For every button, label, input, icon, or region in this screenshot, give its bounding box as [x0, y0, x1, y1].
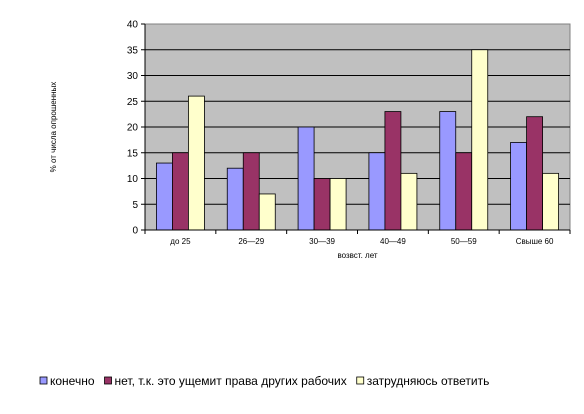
- y-tick-label: 40: [127, 20, 139, 31]
- bar-2-1: [172, 152, 189, 231]
- y-tick-label: 25: [127, 97, 139, 108]
- bar-2-6: [526, 116, 543, 231]
- bar-1-3: [297, 126, 315, 231]
- bar-1-4: [368, 152, 386, 231]
- bar-2-4: [384, 111, 402, 231]
- bar-3-3: [329, 178, 347, 231]
- legend-swatch: [356, 376, 365, 385]
- y-tick-label: 10: [127, 174, 139, 185]
- legend: конечно нет, т.к. это ущемит права других…: [39, 374, 490, 388]
- legend-label: затрудняюсь ответить: [367, 374, 490, 388]
- y-tick-label: 30: [127, 71, 139, 82]
- bar-1-1: [156, 162, 173, 231]
- gridlines: [145, 49, 570, 205]
- x-category-label: 50—59: [451, 237, 477, 246]
- legend-label: нет, т.к. это ущемит права других рабочи…: [115, 374, 347, 388]
- x-category-label: Свыше 60: [516, 237, 554, 246]
- legend-swatch: [104, 376, 112, 385]
- y-axis-title: % от числа опрошенных: [49, 82, 58, 173]
- bar-1-5: [439, 111, 457, 231]
- bar-3-5: [471, 49, 489, 231]
- bar-2-3: [313, 178, 331, 231]
- x-category-label: 40—49: [380, 237, 406, 246]
- legend-label: конечно: [50, 374, 95, 388]
- axes: [144, 24, 571, 234]
- y-tick-label: 5: [132, 200, 138, 211]
- bar-1-6: [510, 142, 527, 231]
- bars: [156, 49, 559, 231]
- y-tick-label: 15: [127, 148, 139, 159]
- y-tick-label: 20: [127, 123, 139, 134]
- x-category-label: 30—39: [309, 237, 335, 246]
- bar-3-1: [188, 95, 205, 231]
- x-axis-title: возвст. лет: [337, 251, 377, 260]
- bar-3-2: [258, 193, 276, 231]
- bar-3-4: [400, 172, 418, 231]
- x-axis-categories: до 25 26—29 30—39 40—49 50—59 Свыше 60: [170, 237, 554, 246]
- x-category-label: до 25: [170, 237, 191, 246]
- y-axis-ticks: 0 5 10 15 20 25 30 35 40: [127, 20, 145, 237]
- bar-1-2: [226, 167, 244, 231]
- y-tick-label: 35: [127, 45, 139, 56]
- x-category-label: 26—29: [238, 237, 264, 246]
- bar-2-5: [455, 152, 473, 231]
- bar-2-2: [242, 152, 260, 231]
- bar-3-6: [542, 172, 559, 231]
- legend-swatch: [39, 376, 48, 385]
- y-tick-label: 0: [132, 226, 138, 237]
